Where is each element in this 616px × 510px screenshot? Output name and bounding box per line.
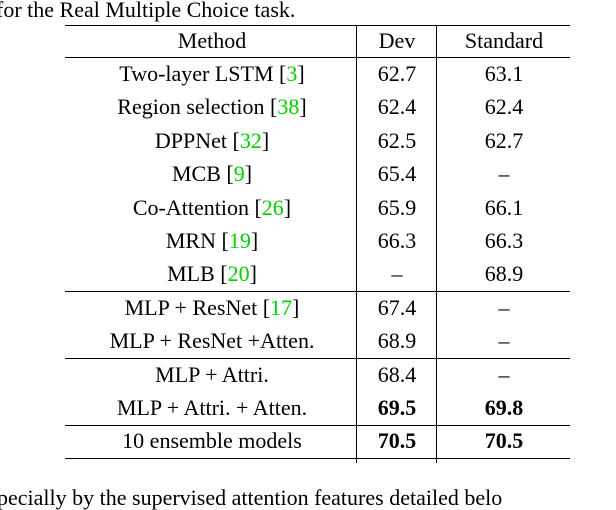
group-rule [65, 291, 570, 293]
method-cell: MLP + ResNet +Atten. [110, 329, 315, 353]
method-cell: MRN [19] [166, 229, 258, 253]
standard-cell: 66.1 [484, 194, 524, 220]
group-rule [65, 357, 570, 360]
standard-cell: 62.4 [484, 94, 524, 120]
method-name: MLB [167, 261, 215, 287]
top-rule [65, 25, 570, 27]
standard-cell: 63.1 [484, 61, 524, 86]
method-cell: DPPNet [32] [154, 127, 270, 153]
citation[interactable]: [19] [221, 228, 259, 253]
body-text: pecially by the supervised attention fea… [0, 485, 503, 510]
dev-cell: 70.5 [377, 428, 417, 454]
method-name: DPPNet [154, 127, 227, 153]
standard-cell: 70.5 [484, 428, 524, 454]
method-name: MLP + Attri. [155, 361, 269, 387]
citation[interactable]: [17] [262, 294, 300, 320]
standard-cell: 62.7 [484, 127, 524, 153]
method-name: Two-layer LSTM [119, 61, 274, 86]
standard-cell: 68.9 [484, 261, 524, 287]
method-name: Co-Attention [132, 194, 249, 220]
citation[interactable]: [32] [232, 127, 270, 153]
method-cell: MLP + ResNet [17] [124, 294, 300, 320]
header-rule [65, 57, 570, 59]
method-cell: MCB [9] [172, 162, 252, 186]
dev-cell: 62.7 [377, 61, 417, 86]
dev-cell: 65.9 [377, 194, 417, 220]
dev-cell: 68.4 [377, 361, 417, 387]
dev-cell: – [391, 261, 403, 287]
method-cell: MLB [20] [167, 262, 257, 286]
citation[interactable]: [20] [220, 261, 257, 287]
dev-cell: 69.5 [377, 395, 417, 420]
method-cell: MLP + Attri. [155, 361, 269, 387]
column-header: Dev [378, 28, 416, 53]
citation[interactable]: [26] [254, 194, 292, 220]
dev-cell: 66.3 [377, 228, 417, 253]
group-rule [65, 424, 570, 426]
method-name: MLP + Attri. + Atten. [116, 395, 308, 420]
standard-cell: – [498, 294, 510, 320]
method-cell: Two-layer LSTM [3] [119, 62, 304, 86]
standard-cell: 69.8 [484, 395, 524, 420]
standard-cell: – [498, 161, 510, 187]
standard-cell: – [498, 328, 510, 354]
dev-cell: 65.4 [377, 161, 417, 187]
bottom-rule [65, 458, 570, 460]
method-cell: 10 ensemble models [122, 429, 302, 453]
method-cell: Co-Attention [26] [132, 194, 292, 220]
dev-cell: 67.4 [377, 294, 417, 320]
method-name: 10 ensemble models [122, 428, 302, 454]
standard-cell: 66.3 [484, 228, 524, 253]
citation[interactable]: [9] [226, 161, 253, 187]
caption: for the Real Multiple Choice task. [0, 0, 296, 22]
method-cell: MLP + Attri. + Atten. [117, 396, 307, 420]
method-cell: Region selection [38] [117, 95, 306, 119]
dev-cell: 62.4 [377, 94, 417, 120]
method-name: Region selection [117, 94, 265, 120]
citation[interactable]: [38] [270, 94, 307, 120]
method-name: MLP + ResNet [124, 294, 258, 320]
method-name: MRN [165, 228, 216, 253]
column-header: Method [177, 28, 247, 53]
column-header: Standard [464, 28, 544, 53]
method-name: MLP + ResNet +Atten. [109, 328, 315, 354]
col-divider [356, 25, 358, 463]
standard-cell: – [498, 361, 510, 387]
col-divider [436, 25, 438, 463]
dev-cell: 62.5 [377, 127, 417, 153]
dev-cell: 68.9 [377, 328, 417, 354]
citation[interactable]: [3] [279, 61, 305, 86]
method-name: MCB [171, 161, 221, 187]
